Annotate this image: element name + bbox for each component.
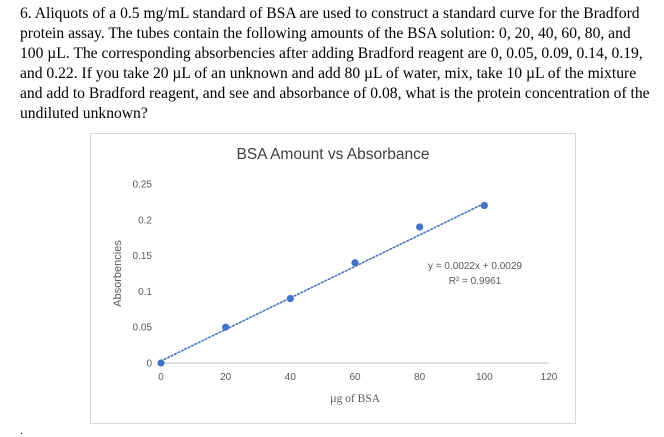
data-point xyxy=(416,223,424,231)
x-tick-label: 0 xyxy=(158,372,164,383)
trendline xyxy=(160,202,486,362)
x-tick-label: 120 xyxy=(541,372,558,383)
chart-svg: 0 20 40 60 80 100 120 0 0.05 0.1 0.15 0.2 0.25 µg of … xyxy=(112,180,558,406)
data-point xyxy=(351,259,359,267)
y-tick-label: 0.1 xyxy=(138,287,152,298)
y-tick-label: 0.25 xyxy=(133,180,153,191)
trendline-r2: R² = 0.9961 xyxy=(449,276,502,287)
x-tick-label: 80 xyxy=(414,372,426,383)
question-block: 6. Aliquots of a 0.5 mg/mL standard of B… xyxy=(20,4,650,124)
chart-area: BSA Amount vs Absorbance 0 20 40 60 80 100 120… xyxy=(90,133,576,424)
data-point xyxy=(222,323,230,331)
question-text: 6. Aliquots of a 0.5 mg/mL standard of B… xyxy=(20,4,650,124)
x-axis-title: µg of BSA xyxy=(330,393,381,405)
chart-title: BSA Amount vs Absorbance xyxy=(236,146,430,163)
y-tick-label: 0.05 xyxy=(133,323,153,334)
data-point xyxy=(286,294,294,303)
y-tick-label: 0.15 xyxy=(133,251,153,262)
y-tick-label: 0 xyxy=(146,359,152,370)
data-point xyxy=(157,359,165,367)
question-body: Aliquots of a 0.5 mg/mL standard of BSA … xyxy=(20,5,650,122)
question-number: 6. xyxy=(20,5,32,22)
x-tick-label: 100 xyxy=(476,372,493,383)
x-tick-label: 20 xyxy=(220,372,232,383)
y-tick-label: 0.2 xyxy=(138,215,152,226)
y-axis-title: Absorbencies xyxy=(112,240,124,307)
data-point xyxy=(480,201,488,210)
footer-mark: . xyxy=(20,423,23,437)
x-tick-label: 40 xyxy=(285,372,297,383)
trendline-equation: y = 0.0022x + 0.0029 xyxy=(428,261,522,272)
x-tick-label: 60 xyxy=(349,372,361,383)
